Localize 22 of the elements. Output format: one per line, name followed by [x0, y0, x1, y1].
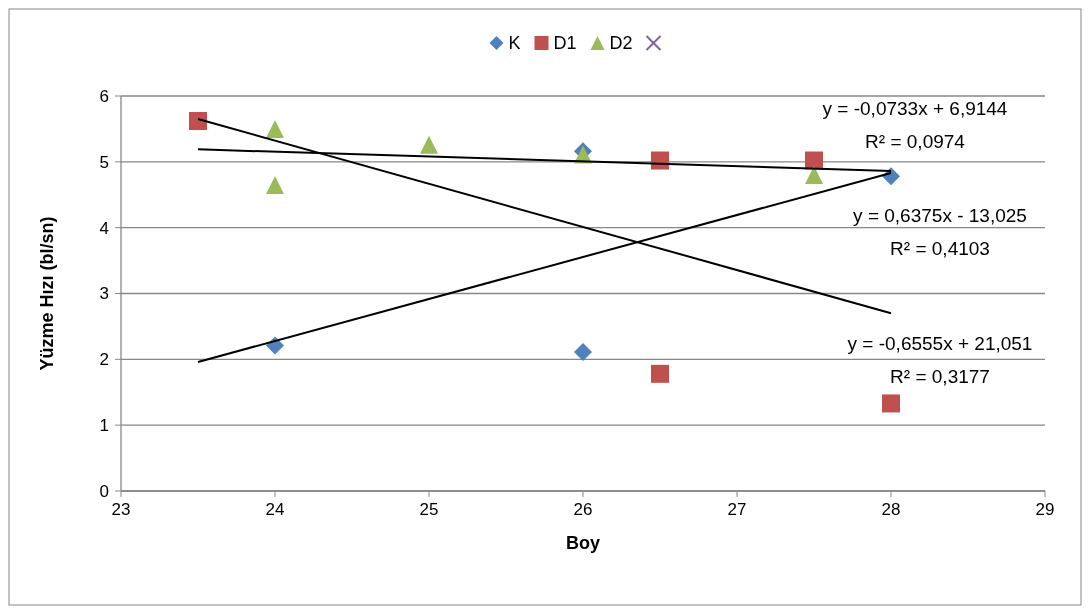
- legend-label: K: [508, 33, 521, 54]
- legend-label: D2: [609, 33, 633, 54]
- x-tick-label: 25: [419, 500, 439, 519]
- annotation: y = -0,0733x + 6,9144 R² = 0,0974: [822, 97, 1008, 152]
- y-tick-label: 2: [99, 350, 109, 370]
- x-axis-title: Boy: [565, 533, 601, 553]
- x-tick-label: 23: [111, 500, 131, 519]
- annotation: y = -0,6555x + 21,051 R² = 0,3177: [847, 332, 1033, 387]
- y-tick-label: 5: [99, 152, 109, 172]
- x-tick-label: 29: [1035, 500, 1055, 519]
- x-tick-label: 24: [265, 500, 285, 519]
- y-tick-label: 0: [99, 481, 109, 501]
- x-tick-label: 28: [881, 500, 901, 519]
- x-tick-label: 27: [727, 500, 747, 519]
- y-tick-label: 6: [99, 86, 109, 106]
- y-tick-label: 4: [99, 218, 109, 238]
- y-tick-label: 3: [99, 284, 109, 304]
- y-tick-label: 1: [99, 416, 109, 436]
- legend-label: D1: [553, 33, 577, 54]
- y-axis-title: Yüzme Hızı (bl/sn): [37, 216, 57, 371]
- x-tick-label: 26: [573, 500, 593, 519]
- annotation: y = 0,6375x - 13,025 R² = 0,4103: [853, 204, 1027, 259]
